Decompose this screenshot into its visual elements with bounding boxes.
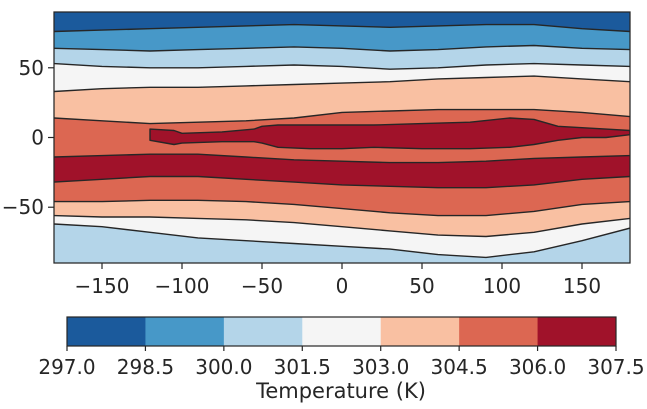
- contour-band: [54, 224, 630, 263]
- colorbar-tick-label: 304.5: [431, 355, 488, 379]
- x-tick-label: −150: [75, 274, 130, 298]
- contour-line: [54, 108, 630, 125]
- contour-line: [54, 75, 630, 93]
- contour-band: [54, 24, 630, 51]
- y-tick-label: 50: [19, 56, 44, 80]
- colorbar-segment: [302, 317, 382, 346]
- contour-band: [54, 63, 630, 92]
- contour-band: [54, 215, 630, 258]
- colorbar-tick-label: 297.0: [38, 355, 95, 379]
- contour-line: [54, 214, 630, 238]
- contour-lines: [54, 23, 630, 259]
- x-tick-label: 50: [409, 274, 434, 298]
- contour-line: [54, 23, 630, 33]
- colorbar-tick-label: 298.5: [117, 355, 174, 379]
- plot-area: [54, 12, 630, 263]
- contour-line: [54, 153, 630, 164]
- colorbar-segment: [459, 317, 539, 346]
- x-tick-label: −50: [241, 274, 283, 298]
- y-tick-label: −50: [2, 195, 44, 219]
- colorbar-segment: [537, 317, 617, 346]
- colorbar-frame: [66, 316, 617, 347]
- colorbar-segment: [223, 317, 303, 346]
- colorbar-segment: [380, 317, 460, 346]
- x-tick-label: 0: [336, 274, 349, 298]
- contour-line: [54, 44, 630, 52]
- contour-band: [54, 200, 630, 237]
- x-tick-label: 100: [483, 274, 521, 298]
- contour-line: [54, 62, 630, 70]
- contour-line: [54, 223, 630, 259]
- hot-core-region: [149, 117, 630, 150]
- colorbar: 297.0 298.5 300.0 301.5 303.0 304.5 306.0 307.5: [38, 316, 645, 379]
- colorbar-tick-label: 307.5: [587, 355, 644, 379]
- y-axis: −50 0 50: [2, 56, 54, 219]
- colorbar-tick-label: 301.5: [274, 355, 331, 379]
- contour-core-306: [149, 117, 630, 150]
- colorbar-tick-label: 300.0: [195, 355, 252, 379]
- contour-band: [54, 176, 630, 216]
- y-tick-label: 0: [31, 126, 44, 150]
- x-tick-label: −100: [155, 274, 210, 298]
- contour-bands: [54, 12, 630, 263]
- colorbar-tick-label: 303.0: [352, 355, 409, 379]
- contour-band: [54, 45, 630, 70]
- contour-band: [54, 154, 630, 188]
- contour-line: [54, 199, 630, 217]
- x-tick-label: 150: [563, 274, 601, 298]
- colorbar-segment: [67, 317, 146, 346]
- colorbar-tick-label: 306.0: [509, 355, 566, 379]
- x-axis: −150 −100 −50 0 50 100 150: [75, 263, 601, 298]
- contour-line: [54, 175, 630, 189]
- colorbar-label: Temperature (K): [255, 379, 426, 403]
- colorbar-segment: [145, 317, 225, 346]
